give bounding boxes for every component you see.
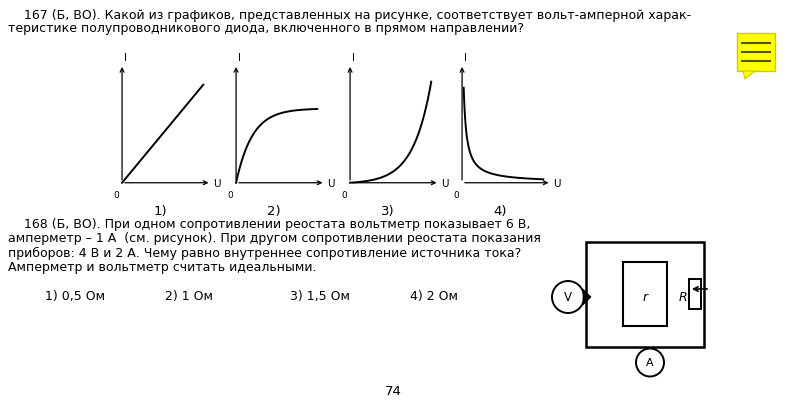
Text: I: I bbox=[238, 53, 241, 63]
Text: 3): 3) bbox=[381, 205, 395, 217]
Text: 4) 2 Ом: 4) 2 Ом bbox=[410, 290, 458, 303]
Bar bbox=[737, 34, 775, 72]
Polygon shape bbox=[583, 289, 591, 305]
Text: 168 (Б, ВО). При одном сопротивлении реостата вольтметр показывает 6 В,: 168 (Б, ВО). При одном сопротивлении рео… bbox=[8, 217, 531, 230]
Bar bbox=[689, 279, 701, 309]
Text: 2): 2) bbox=[267, 205, 281, 217]
Text: амперметр – 1 А  (см. рисунок). При другом сопротивлении реостата показания: амперметр – 1 А (см. рисунок). При друго… bbox=[8, 232, 541, 245]
Text: приборов: 4 В и 2 А. Чему равно внутреннее сопротивление источника тока?: приборов: 4 В и 2 А. Чему равно внутренн… bbox=[8, 246, 521, 260]
Text: 74: 74 bbox=[384, 384, 402, 397]
Text: V: V bbox=[564, 291, 572, 304]
Text: 4): 4) bbox=[494, 205, 507, 217]
Circle shape bbox=[636, 349, 664, 377]
Text: I: I bbox=[352, 53, 355, 63]
Text: 0: 0 bbox=[453, 190, 459, 200]
Text: I: I bbox=[465, 53, 468, 63]
Text: R: R bbox=[678, 291, 687, 304]
Text: U: U bbox=[213, 178, 221, 188]
Text: U: U bbox=[327, 178, 335, 188]
Bar bbox=[586, 242, 704, 347]
Text: 2) 1 Ом: 2) 1 Ом bbox=[165, 290, 213, 303]
Text: A: A bbox=[646, 358, 654, 368]
Text: 1): 1) bbox=[153, 205, 167, 217]
Polygon shape bbox=[743, 72, 755, 80]
Text: теристике полупроводникового диода, включенного в прямом направлении?: теристике полупроводникового диода, вклю… bbox=[8, 22, 524, 35]
Text: U: U bbox=[441, 178, 449, 188]
Text: 0: 0 bbox=[227, 190, 233, 200]
Text: 3) 1,5 Ом: 3) 1,5 Ом bbox=[290, 290, 350, 303]
Bar bbox=[623, 262, 667, 326]
Text: 0: 0 bbox=[113, 190, 119, 200]
Text: r: r bbox=[642, 291, 648, 304]
Text: 1) 0,5 Ом: 1) 0,5 Ом bbox=[45, 290, 105, 303]
Text: 0: 0 bbox=[341, 190, 347, 200]
Circle shape bbox=[552, 281, 584, 313]
Text: 167 (Б, ВО). Какой из графиков, представленных на рисунке, соответствует вольт-а: 167 (Б, ВО). Какой из графиков, представ… bbox=[8, 9, 691, 22]
Text: Амперметр и вольтметр считать идеальными.: Амперметр и вольтметр считать идеальными… bbox=[8, 261, 317, 274]
Text: U: U bbox=[553, 178, 560, 188]
Text: I: I bbox=[124, 53, 127, 63]
